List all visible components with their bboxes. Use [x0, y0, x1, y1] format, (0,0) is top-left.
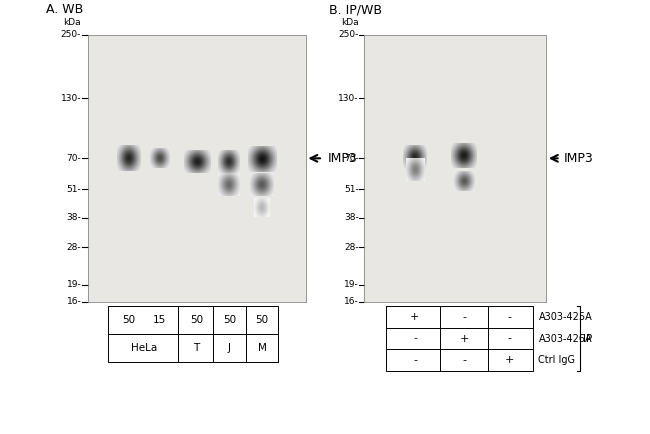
- Text: IMP3: IMP3: [564, 152, 594, 165]
- Text: -: -: [413, 355, 417, 365]
- Text: 70-: 70-: [344, 154, 359, 163]
- Text: 51-: 51-: [344, 184, 359, 194]
- Text: 28-: 28-: [344, 243, 359, 252]
- Text: -: -: [508, 312, 512, 322]
- Text: IMP3: IMP3: [327, 152, 357, 165]
- Text: -: -: [462, 312, 466, 322]
- Text: IP: IP: [582, 333, 592, 344]
- Text: 19-: 19-: [66, 280, 81, 289]
- Text: HeLa: HeLa: [131, 343, 157, 353]
- Text: -: -: [413, 333, 417, 344]
- Text: 70-: 70-: [66, 154, 81, 163]
- Text: 130-: 130-: [60, 94, 81, 103]
- Text: +: +: [410, 312, 420, 322]
- Text: T: T: [194, 343, 200, 353]
- Text: 50: 50: [255, 315, 268, 325]
- Text: B. IP/WB: B. IP/WB: [330, 3, 382, 16]
- Text: 19-: 19-: [344, 280, 359, 289]
- Text: J: J: [227, 343, 231, 353]
- Text: A. WB: A. WB: [46, 3, 84, 16]
- Text: 250-: 250-: [61, 30, 81, 39]
- Text: A303-426A: A303-426A: [538, 333, 592, 344]
- Text: M: M: [257, 343, 266, 353]
- Text: 130-: 130-: [338, 94, 359, 103]
- Text: 50: 50: [223, 315, 236, 325]
- Text: kDa: kDa: [64, 18, 81, 27]
- Text: 38-: 38-: [344, 213, 359, 222]
- Text: A303-425A: A303-425A: [538, 312, 592, 322]
- Text: 16-: 16-: [344, 297, 359, 306]
- Text: +: +: [460, 333, 469, 344]
- Text: 38-: 38-: [66, 213, 81, 222]
- Text: -: -: [462, 355, 466, 365]
- Text: 250-: 250-: [338, 30, 359, 39]
- Text: kDa: kDa: [341, 18, 359, 27]
- Text: 50: 50: [123, 315, 136, 325]
- Text: Ctrl IgG: Ctrl IgG: [538, 355, 575, 365]
- Text: 16-: 16-: [66, 297, 81, 306]
- Text: 50: 50: [190, 315, 203, 325]
- Text: +: +: [505, 355, 514, 365]
- Text: 15: 15: [153, 315, 166, 325]
- Text: 28-: 28-: [66, 243, 81, 252]
- Text: 51-: 51-: [66, 184, 81, 194]
- Text: -: -: [508, 333, 512, 344]
